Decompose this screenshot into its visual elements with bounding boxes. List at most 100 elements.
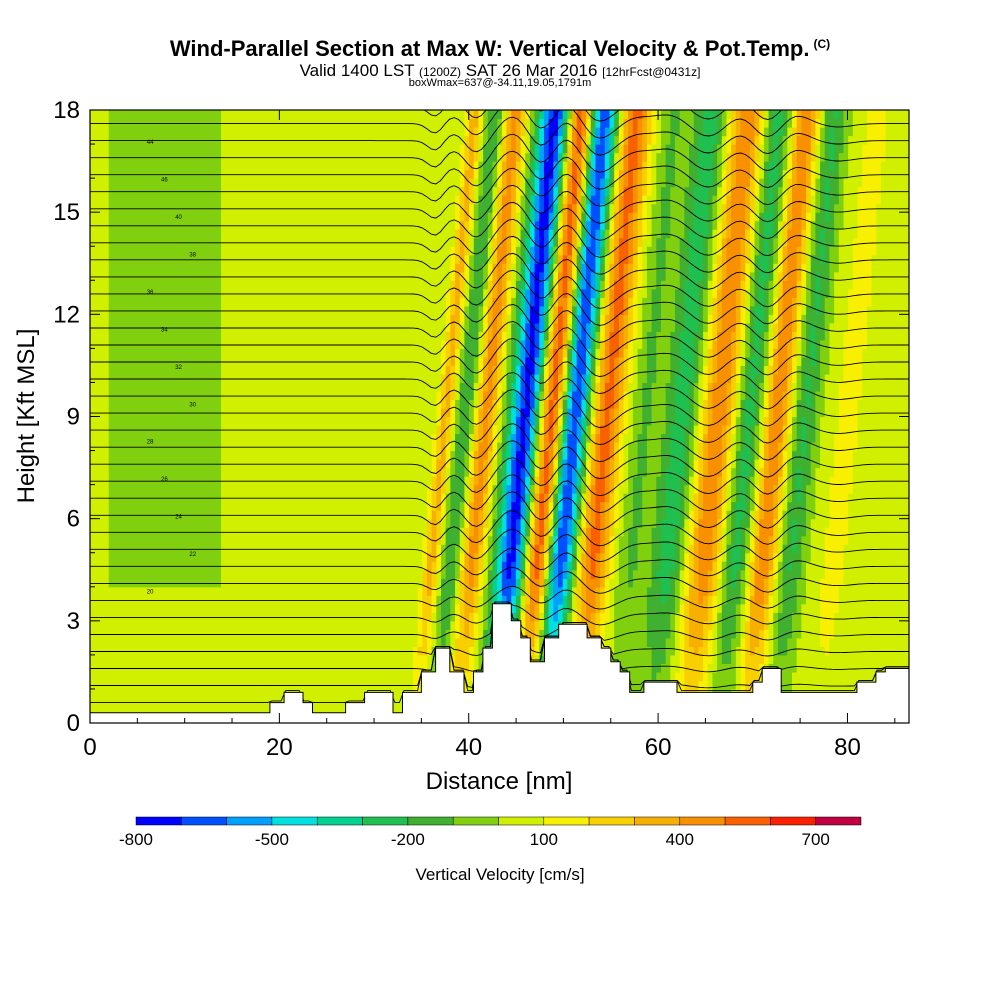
- velocity-cell: [295, 663, 302, 673]
- velocity-cell: [356, 203, 363, 213]
- velocity-cell: [178, 535, 185, 545]
- velocity-cell: [333, 203, 339, 213]
- velocity-cell: [291, 254, 297, 264]
- velocity-cell: [263, 697, 269, 707]
- velocity-cell: [239, 169, 246, 179]
- velocity-cell: [207, 382, 213, 392]
- velocity-cell: [174, 484, 180, 494]
- velocity-cell: [300, 459, 306, 469]
- velocity-cell: [118, 484, 124, 494]
- velocity-cell: [338, 646, 344, 656]
- velocity-cell: [192, 663, 199, 673]
- velocity-cell: [258, 518, 264, 528]
- velocity-cell: [146, 586, 152, 596]
- velocity-cell: [342, 407, 348, 418]
- velocity-cell: [333, 671, 339, 682]
- velocity-cell: [403, 186, 409, 196]
- velocity-cell: [356, 169, 363, 179]
- velocity-cell: [118, 544, 124, 554]
- velocity-cell: [108, 646, 114, 656]
- velocity-cell: [90, 127, 96, 137]
- velocity-cell: [267, 476, 274, 486]
- velocity-cell: [272, 305, 278, 315]
- velocity-cell: [380, 433, 386, 443]
- velocity-cell: [342, 305, 348, 315]
- velocity-cell: [155, 399, 161, 409]
- velocity-cell: [375, 476, 381, 486]
- velocity-cell: [183, 110, 189, 120]
- velocity-cell: [188, 705, 194, 716]
- velocity-cell: [314, 671, 320, 682]
- velocity-cell: [295, 127, 302, 137]
- velocity-cell: [333, 297, 339, 307]
- velocity-cell: [216, 569, 222, 579]
- velocity-cell: [277, 237, 283, 247]
- velocity-cell: [394, 271, 400, 281]
- velocity-cell: [174, 450, 180, 460]
- velocity-cell: [403, 203, 409, 213]
- velocity-cell: [99, 152, 105, 162]
- velocity-cell: [230, 288, 236, 298]
- velocity-cell: [305, 501, 311, 511]
- velocity-cell: [291, 373, 297, 384]
- velocity-cell: [197, 433, 203, 443]
- velocity-cell: [305, 697, 311, 707]
- velocity-cell: [324, 459, 330, 469]
- velocity-cell: [380, 186, 386, 196]
- velocity-cell: [342, 280, 348, 290]
- velocity-cell: [263, 450, 269, 460]
- velocity-cell: [356, 373, 363, 384]
- velocity-cell: [295, 654, 302, 664]
- velocity-cell: [361, 467, 367, 477]
- velocity-cell: [235, 127, 241, 137]
- velocity-cell: [338, 407, 344, 418]
- velocity-cell: [104, 229, 110, 239]
- velocity-cell: [118, 501, 124, 511]
- velocity-cell: [253, 263, 260, 273]
- velocity-cell: [398, 169, 405, 179]
- velocity-cell: [216, 586, 222, 596]
- velocity-cell: [108, 152, 114, 162]
- velocity-cell: [239, 450, 246, 460]
- velocity-cell: [394, 425, 400, 435]
- velocity-cell: [324, 254, 330, 264]
- velocity-cell: [164, 433, 171, 443]
- velocity-cell: [155, 161, 161, 171]
- velocity-cell: [132, 305, 138, 315]
- velocity-cell: [188, 654, 194, 664]
- velocity-cell: [104, 425, 110, 435]
- velocity-cell: [164, 425, 171, 435]
- velocity-cell: [164, 688, 171, 699]
- velocity-cell: [188, 459, 194, 469]
- velocity-cell: [366, 518, 372, 528]
- velocity-cell: [183, 442, 189, 452]
- velocity-cell: [155, 263, 161, 273]
- velocity-cell: [333, 663, 339, 673]
- velocity-cell: [160, 246, 166, 256]
- velocity-cell: [272, 229, 278, 239]
- velocity-cell: [408, 322, 414, 332]
- velocity-cell: [300, 407, 306, 418]
- velocity-cell: [295, 467, 302, 477]
- velocity-cell: [361, 510, 367, 520]
- velocity-cell: [366, 212, 372, 222]
- velocity-cell: [141, 433, 147, 443]
- velocity-cell: [211, 476, 217, 486]
- velocity-cell: [141, 501, 147, 511]
- velocity-cell: [300, 322, 306, 332]
- velocity-cell: [174, 127, 180, 137]
- velocity-cell: [160, 382, 166, 392]
- velocity-cell: [169, 586, 175, 596]
- velocity-cell: [239, 518, 246, 528]
- velocity-cell: [90, 595, 96, 605]
- velocity-cell: [211, 510, 217, 520]
- velocity-cell: [202, 220, 208, 230]
- velocity-cell: [263, 220, 269, 230]
- velocity-cell: [113, 135, 119, 145]
- velocity-cell: [375, 127, 381, 137]
- velocity-cell: [207, 339, 213, 349]
- velocity-cell: [314, 552, 320, 562]
- velocity-cell: [356, 152, 363, 162]
- velocity-cell: [136, 169, 143, 179]
- velocity-cell: [338, 203, 344, 213]
